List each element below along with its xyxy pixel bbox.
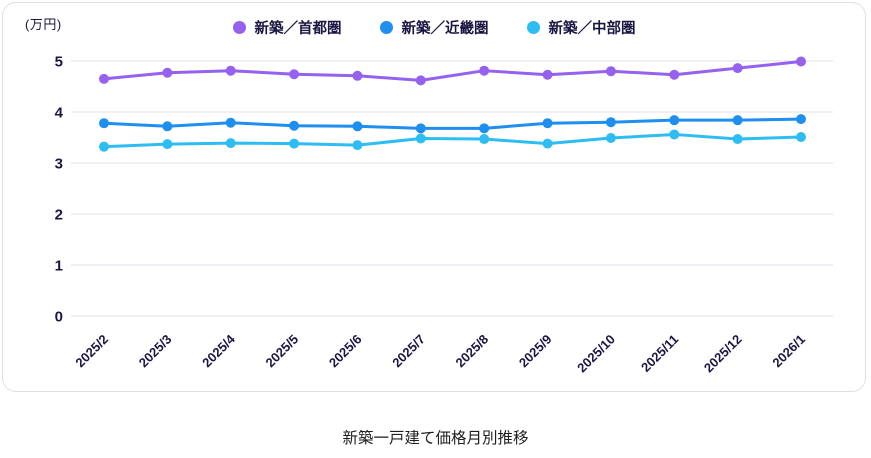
data-point	[99, 118, 109, 129]
data-point	[732, 115, 743, 126]
legend-label-kinki: 新築／近畿圏	[401, 21, 489, 37]
data-point	[289, 120, 300, 131]
data-point	[352, 140, 363, 151]
data-point	[289, 69, 300, 80]
series-line	[102, 60, 803, 82]
data-point	[415, 75, 426, 86]
legend-dot-icon	[232, 21, 246, 34]
data-point	[225, 138, 236, 149]
data-point	[99, 73, 109, 84]
data-point	[289, 138, 300, 149]
legend-item-kinki: 新築／近畿圏	[379, 17, 489, 38]
legend-item-shutoken: 新築／首都圏	[232, 17, 342, 38]
legend-dot-icon	[379, 21, 393, 34]
x-tick-label: 2025/11	[638, 332, 681, 375]
data-point	[796, 131, 806, 142]
data-point	[162, 121, 173, 132]
x-tick-label: 2026/1	[769, 332, 808, 371]
data-point	[732, 134, 743, 145]
data-point	[415, 123, 426, 134]
x-tick-label: 2025/10	[574, 332, 618, 376]
price-trend-line-chart: 0 1 2 3 4 5 2025/2 2025/3 2025/4 2025/5 2025/6 2025…	[55, 54, 833, 376]
data-point	[669, 115, 680, 126]
y-tick-label: 4	[55, 105, 64, 122]
data-point	[605, 66, 616, 77]
x-tick-label: 2025/9	[516, 332, 555, 371]
x-tick-label: 2025/4	[199, 331, 238, 370]
data-point	[479, 134, 490, 145]
x-tick-label: 2025/3	[136, 332, 175, 371]
x-tick-label: 2025/6	[326, 332, 365, 371]
data-point	[479, 123, 490, 134]
series-line	[102, 132, 803, 149]
y-tick-label: 1	[55, 258, 63, 275]
legend-item-chubu: 新築／中部圏	[526, 17, 636, 38]
data-point	[352, 121, 363, 132]
y-tick-label: 3	[55, 156, 63, 173]
x-tick-label: 2025/5	[262, 332, 301, 371]
data-point	[796, 114, 806, 125]
data-point	[99, 141, 109, 152]
legend-dot-icon	[526, 21, 540, 34]
data-point	[669, 69, 680, 80]
legend-label-shutoken: 新築／首都圏	[254, 21, 342, 37]
x-tick-label: 2025/12	[701, 332, 745, 376]
data-point	[162, 139, 173, 150]
chart-title: 新築一戸建て価格月別推移	[342, 430, 529, 447]
y-axis-unit-label: (万円)	[25, 17, 62, 32]
x-tick-label: 2025/8	[453, 332, 492, 371]
data-point	[732, 63, 743, 74]
data-point	[415, 133, 426, 144]
y-tick-label: 0	[55, 309, 63, 326]
data-point	[225, 117, 236, 128]
data-point	[542, 69, 553, 80]
data-point	[352, 70, 363, 81]
data-point	[796, 56, 806, 67]
data-point	[162, 67, 173, 78]
data-point	[542, 138, 553, 149]
chart-legend: 新築／首都圏 新築／近畿圏 新築／中部圏	[3, 17, 865, 38]
data-point	[542, 118, 553, 129]
data-point	[605, 133, 616, 144]
price-trend-chart-card: (万円) 新築／首都圏 新築／近畿圏 新築／中部圏 0 1 2 3 4 5 2025/2 20…	[2, 2, 866, 392]
y-tick-label: 5	[55, 54, 63, 71]
x-tick-label: 2025/7	[389, 332, 428, 371]
series-line	[102, 117, 803, 130]
data-point	[225, 65, 236, 76]
data-point	[669, 129, 680, 140]
legend-label-chubu: 新築／中部圏	[548, 21, 636, 37]
x-tick-label: 2025/2	[72, 332, 111, 371]
data-point	[605, 117, 616, 128]
y-tick-label: 2	[55, 207, 63, 224]
data-point	[479, 65, 490, 76]
